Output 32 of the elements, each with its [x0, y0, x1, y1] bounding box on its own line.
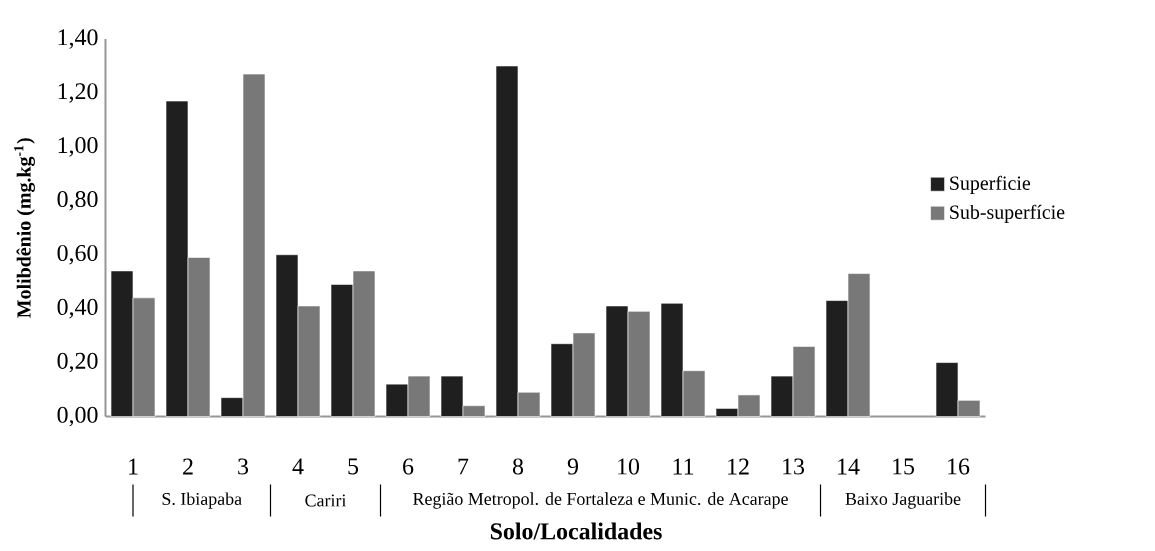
x-tick-label: 9 — [567, 458, 578, 475]
x-tick-label: 8 — [512, 458, 524, 475]
x-tick-label: 15 — [893, 458, 915, 475]
x-tick-label: 2 — [183, 458, 193, 475]
y-tick-label: 0,00 — [57, 406, 98, 427]
x-tick-label: 10 — [618, 458, 640, 475]
legend-label: Sub-superfície — [950, 204, 1065, 223]
legend-label: Superficie — [950, 175, 1031, 194]
y-axis-title: Molibdênio (mg.kg$^{-1}$) — [14, 138, 35, 318]
y-tick-label: 0,80 — [57, 190, 98, 211]
y-tick-label: 0,20 — [57, 352, 98, 373]
text: Baixo Jaguaribe — [845, 492, 961, 509]
x-tick-label: 3 — [238, 458, 249, 475]
x-tick-label: 5 — [348, 458, 359, 475]
y-tick-label: 0,40 — [57, 298, 98, 319]
x-tick-label: 12 — [728, 458, 749, 475]
x-tick-label: 6 — [403, 458, 414, 475]
x-tick-label: 4 — [292, 458, 304, 475]
x-tick-label: 1 — [129, 458, 138, 475]
x-tick-label: 7 — [458, 458, 469, 475]
x-tick-label: 11 — [673, 458, 694, 475]
text: Região Metropol. de Fortaleza e Munic. de Acarape — [413, 492, 788, 509]
y-tick-label: 1,40 — [58, 29, 98, 49]
x-tick-label: 16 — [948, 458, 970, 475]
x-tick-label: 14 — [838, 458, 860, 475]
x-tick-label: 13 — [783, 458, 805, 475]
y-tick-label: 1,20 — [58, 83, 98, 103]
text: Cariri — [305, 494, 347, 507]
x-axis-title: Solo/Localidades — [490, 522, 662, 540]
y-tick-label: 1,00 — [58, 137, 98, 157]
y-tick-label: 0,60 — [57, 244, 98, 265]
text: S. Ibiapaba — [162, 492, 242, 509]
